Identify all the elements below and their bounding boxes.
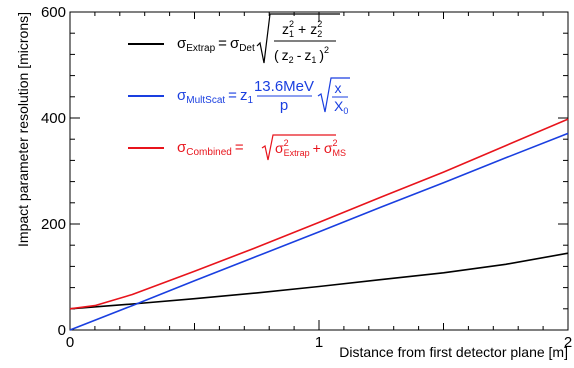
series-line-extrap <box>69 252 569 310</box>
legend-numerator-extrap: z2 1 + z2 2 <box>282 19 322 39</box>
legend-formula-extrap: σExtrap = σDet <box>177 35 255 54</box>
legend-denominator-multscat: p <box>280 97 288 114</box>
x-axis-title: Distance from first detector plane [m] <box>339 344 568 360</box>
legend-radical-den-multscat: X0 <box>334 98 348 116</box>
legend-formula-combined: σCombined = <box>177 139 244 158</box>
legend-radical-num-multscat: x <box>335 80 342 96</box>
y-tick-label: 600 <box>41 4 66 21</box>
legend-entry-extrap: σExtrap = σDet z2 1 + z2 2 (z2- z1)2 <box>128 13 340 65</box>
legend-sqrt-combined <box>261 134 336 161</box>
legend-numerator-multscat: 13.6MeV <box>254 78 314 95</box>
series-layer <box>69 118 569 331</box>
x-tick-label: 0 <box>66 334 74 351</box>
legend-sqrt-multscat <box>317 77 350 113</box>
legend-entry-combined: σCombined = σ2 Extrap + σ2 MS <box>128 134 346 161</box>
legend-radicand-combined: σ2 Extrap + σ2 MS <box>275 138 346 158</box>
legend-entry-multscat: σMultScat = z1 13.6MeV p x X0 <box>128 77 350 116</box>
y-tick-label: 400 <box>41 110 66 127</box>
y-axis-title: Impact parameter resolution [microns] <box>15 12 31 247</box>
series-line-multscat <box>69 132 569 331</box>
legend-formula-multscat: σMultScat = z1 <box>177 87 253 106</box>
legend-denominator-extrap: (z2- z1)2 <box>274 45 329 65</box>
y-tick-label: 0 <box>58 322 66 339</box>
x-tick-label: 1 <box>315 334 323 351</box>
y-tick-label: 200 <box>41 216 66 233</box>
series-line-combined <box>69 118 569 310</box>
axes: 0 1 2 0 200 400 600 <box>41 4 572 351</box>
x-tick-label: 2 <box>564 334 572 351</box>
legend-sqrt-extrap <box>256 13 340 64</box>
